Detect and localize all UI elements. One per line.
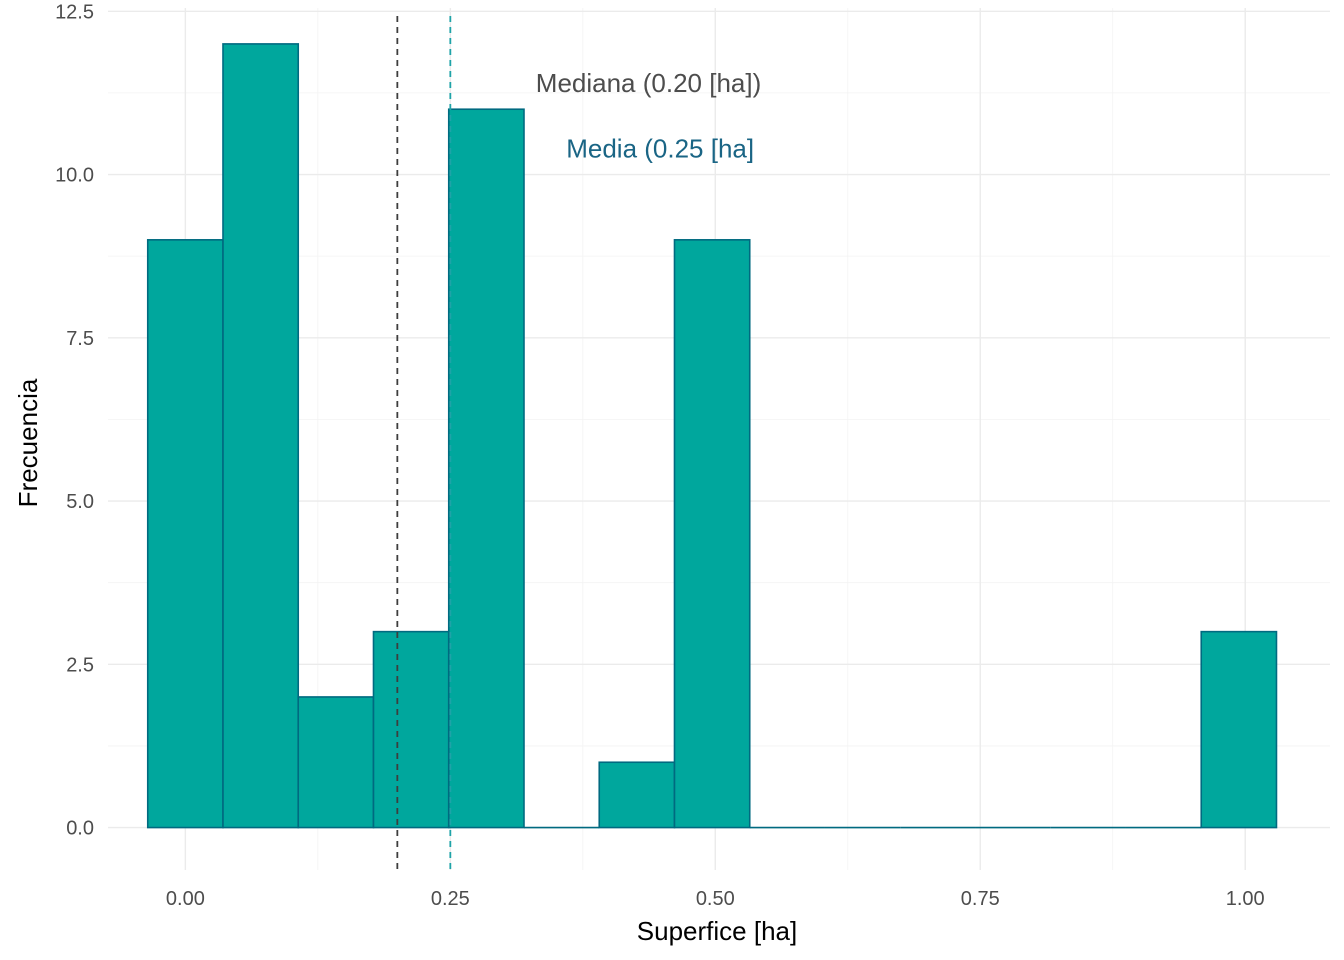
y-tick-label: 2.5	[66, 654, 94, 676]
y-tick-label: 12.5	[55, 1, 94, 23]
histogram-bar-6	[598, 761, 676, 829]
y-tick-label: 7.5	[66, 328, 94, 350]
median-annotation: Mediana (0.20 [ha])	[536, 68, 761, 98]
y-tick-label: 5.0	[66, 491, 94, 513]
histogram-bar-4	[447, 108, 525, 829]
x-tick-label: 0.50	[696, 888, 735, 910]
histogram-bar-2	[297, 696, 375, 829]
histogram-bar-0	[146, 239, 224, 829]
x-tick-label: 1.00	[1226, 888, 1265, 910]
y-tick-label: 10.0	[55, 165, 94, 187]
y-axis-tick-labels: 0.0 2.5 5.0 7.5 10.0 12.5	[55, 1, 94, 839]
x-tick-label: 0.25	[431, 888, 470, 910]
histogram-bar-14	[1200, 630, 1278, 829]
y-axis-title: Frecuencia	[13, 378, 43, 507]
x-axis-tick-labels: 0.00 0.25 0.50 0.75 1.00	[166, 888, 1265, 910]
y-tick-label: 0.0	[66, 818, 94, 840]
mean-annotation: Media (0.25 [ha]	[566, 133, 754, 163]
x-tick-label: 0.00	[166, 888, 205, 910]
histogram-bar-3	[372, 630, 450, 829]
histogram-bars	[146, 43, 1278, 829]
histogram-bar-7	[673, 239, 751, 829]
histogram-bar-1	[222, 43, 300, 829]
x-tick-label: 0.75	[961, 888, 1000, 910]
x-axis-title: Superfice [ha]	[637, 916, 797, 946]
annotations: Mediana (0.20 [ha]) Media (0.25 [ha]	[536, 68, 761, 163]
